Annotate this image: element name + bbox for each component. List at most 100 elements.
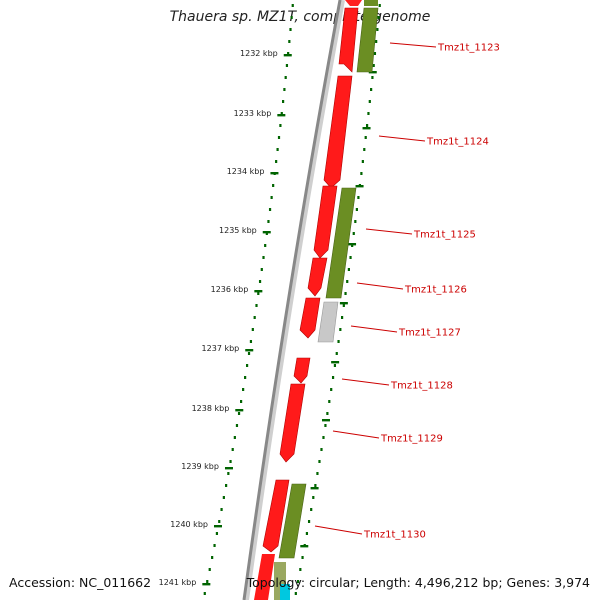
cog-feature-1123[interactable] — [356, 7, 379, 73]
kbp-label: 1238 kbp — [192, 404, 230, 413]
scale-dot — [227, 472, 230, 475]
cds-feature-1128[interactable] — [293, 357, 311, 384]
scale-dot — [272, 184, 275, 187]
label-leader-line — [378, 135, 426, 142]
scale-dot — [365, 124, 369, 127]
cds-feature-1127[interactable] — [299, 297, 321, 339]
kbp-tick — [224, 467, 233, 470]
cog-feature-1125[interactable] — [325, 187, 357, 299]
scale-dot — [326, 412, 329, 415]
genome-stats-text: Topology: circular; Length: 4,496,212 bp… — [246, 575, 590, 590]
kbp-label: 1233 kbp — [234, 109, 272, 118]
gene-features — [254, 0, 379, 600]
scale-dot — [331, 376, 335, 379]
scale-dot — [275, 160, 278, 163]
gene-label[interactable]: Tmz1t_1129 — [380, 434, 443, 445]
gene-label[interactable]: Tmz1t_1130 — [363, 530, 426, 541]
backbone-ring-shadow — [243, 0, 345, 600]
scale-dot — [342, 304, 345, 307]
scale-dot — [245, 364, 249, 367]
cds-feature[interactable] — [345, 0, 362, 6]
kbp-label: 1236 kbp — [211, 285, 249, 294]
extra-feature[interactable] — [280, 584, 290, 600]
scale-dot — [351, 244, 354, 247]
scale-dot — [346, 280, 349, 283]
scale-dot — [349, 256, 352, 259]
gene-label[interactable]: Tmz1t_1125 — [413, 230, 476, 241]
kbp-label: 1237 kbp — [202, 344, 240, 353]
backbone-ring — [242, 0, 342, 600]
outer-tick — [331, 361, 340, 364]
scale-dot — [370, 88, 373, 91]
scale-dot — [218, 520, 221, 523]
label-leader-line — [350, 325, 398, 333]
scale-dot — [364, 136, 367, 139]
label-leader-line — [365, 228, 413, 235]
cds-feature-1123[interactable] — [338, 7, 359, 73]
scale-dot — [355, 208, 358, 211]
scale-dot — [267, 220, 270, 223]
scale-dot — [242, 388, 245, 391]
scale-dot — [305, 532, 309, 535]
cds-feature[interactable] — [254, 554, 275, 600]
scale-dot — [291, 4, 294, 7]
kbp-label: 1234 kbp — [227, 167, 265, 176]
scale-dot — [324, 424, 327, 427]
scale-dot — [240, 400, 243, 403]
kbp-tick — [283, 54, 292, 57]
cds-feature-1124[interactable] — [323, 75, 353, 189]
scale-dot — [363, 148, 366, 151]
scale-dot — [229, 460, 232, 463]
scale-dot — [368, 100, 371, 103]
scale-dot — [290, 16, 293, 19]
cog-feature-1130[interactable] — [278, 483, 307, 559]
scale-dot — [265, 232, 268, 235]
outer-tick — [321, 419, 330, 422]
kbp-tick — [262, 231, 271, 234]
scale-dot — [347, 268, 350, 271]
scale-dot — [255, 304, 258, 307]
cds-feature-1125[interactable] — [313, 185, 338, 259]
scale-dot — [233, 436, 236, 439]
gene-labels: Tmz1t_1123 Tmz1t_1124 Tmz1t_1125 Tmz1t_1126… — [314, 43, 500, 541]
scale-dot — [260, 268, 263, 271]
gene-label[interactable]: Tmz1t_1124 — [426, 137, 489, 148]
label-leader-line — [356, 282, 404, 290]
scale-dot — [251, 328, 254, 331]
cog-feature[interactable] — [364, 0, 378, 6]
outer-tick — [300, 545, 309, 548]
gene-label[interactable]: Tmz1t_1126 — [404, 285, 467, 296]
scale-dot — [318, 460, 321, 463]
kbp-tick — [213, 525, 222, 528]
cds-feature-1126[interactable] — [307, 257, 328, 297]
unknown-feature-1127[interactable] — [317, 301, 339, 343]
scale-dot — [211, 556, 214, 559]
kbp-scale: 1232 kbp 1233 kbp 1234 kbp 1235 kbp 1236 kbp… — [159, 4, 381, 595]
scale-dot — [270, 196, 273, 199]
scale-dot — [206, 580, 209, 583]
kbp-tick — [277, 114, 286, 117]
scale-dot — [257, 292, 260, 295]
scale-dot — [268, 208, 272, 211]
cds-feature-1129[interactable] — [279, 383, 306, 463]
scale-dot — [231, 448, 234, 451]
scale-dot — [289, 28, 292, 31]
kbp-tick — [202, 583, 211, 586]
scale-dot — [282, 100, 285, 103]
outer-tick — [362, 127, 371, 130]
scale-dot — [264, 244, 267, 247]
scale-dot — [330, 388, 333, 391]
gene-label[interactable]: Tmz1t_1128 — [390, 381, 453, 392]
scale-dot — [213, 544, 216, 547]
scale-dot — [320, 448, 323, 451]
scale-dot — [377, 16, 380, 19]
scale-dot — [314, 484, 317, 487]
scale-dot — [360, 172, 363, 175]
scale-dot — [276, 148, 279, 151]
gene-label[interactable]: Tmz1t_1123 — [437, 43, 500, 54]
scale-dot — [220, 508, 223, 511]
cds-feature-1130[interactable] — [262, 479, 290, 553]
gene-label[interactable]: Tmz1t_1127 — [398, 328, 461, 339]
scale-dot — [316, 472, 319, 475]
scale-dot — [225, 484, 228, 487]
